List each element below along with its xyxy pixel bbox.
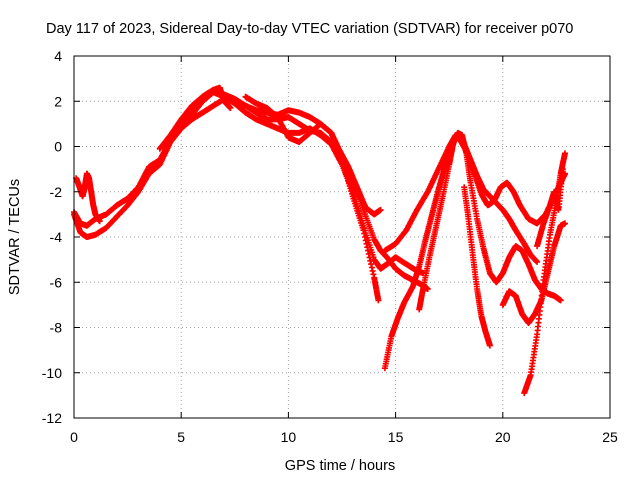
series-arc-5: [242, 93, 384, 218]
x-tick-label: 25: [602, 429, 618, 445]
series-arc-3: [73, 170, 103, 225]
x-axis-label: GPS time / hours: [285, 458, 395, 474]
chart-title: Day 117 of 2023, Sidereal Day-to-day VTE…: [46, 21, 573, 37]
series-markers: [178, 84, 234, 123]
y-axis-label: SDTVAR / TECUs: [7, 179, 23, 295]
data-series: [71, 84, 568, 397]
y-tick-label: 4: [54, 48, 62, 64]
y-tick-label: 0: [54, 139, 62, 155]
y-tick-label: -2: [50, 184, 63, 200]
axes: 0 5 10 15 20 25 -12 -10 -8 -6 -4 -2 0 2 4: [42, 48, 618, 445]
y-tick-label: -12: [42, 410, 62, 426]
y-tick-label: -6: [50, 274, 63, 290]
y-tick-label: -8: [50, 320, 63, 336]
series-markers: [381, 132, 541, 372]
x-tick-label: 20: [495, 429, 511, 445]
x-tick-label: 0: [70, 429, 78, 445]
series-arc-6: [178, 84, 234, 123]
y-tick-label: 2: [54, 93, 62, 109]
x-tick-label: 5: [177, 429, 185, 445]
x-tick-label: 15: [388, 429, 404, 445]
series-arc-11: [499, 220, 568, 326]
series-markers: [71, 89, 427, 277]
series-arc-1: [71, 89, 427, 277]
series-arc-10: [461, 184, 493, 349]
grid-lines: [74, 56, 610, 418]
y-tick-label: -4: [50, 229, 63, 245]
x-tick-label: 10: [281, 429, 297, 445]
series-arc-13: [534, 166, 566, 250]
y-tick-label: -10: [42, 365, 62, 381]
series-arc-8: [381, 132, 541, 372]
